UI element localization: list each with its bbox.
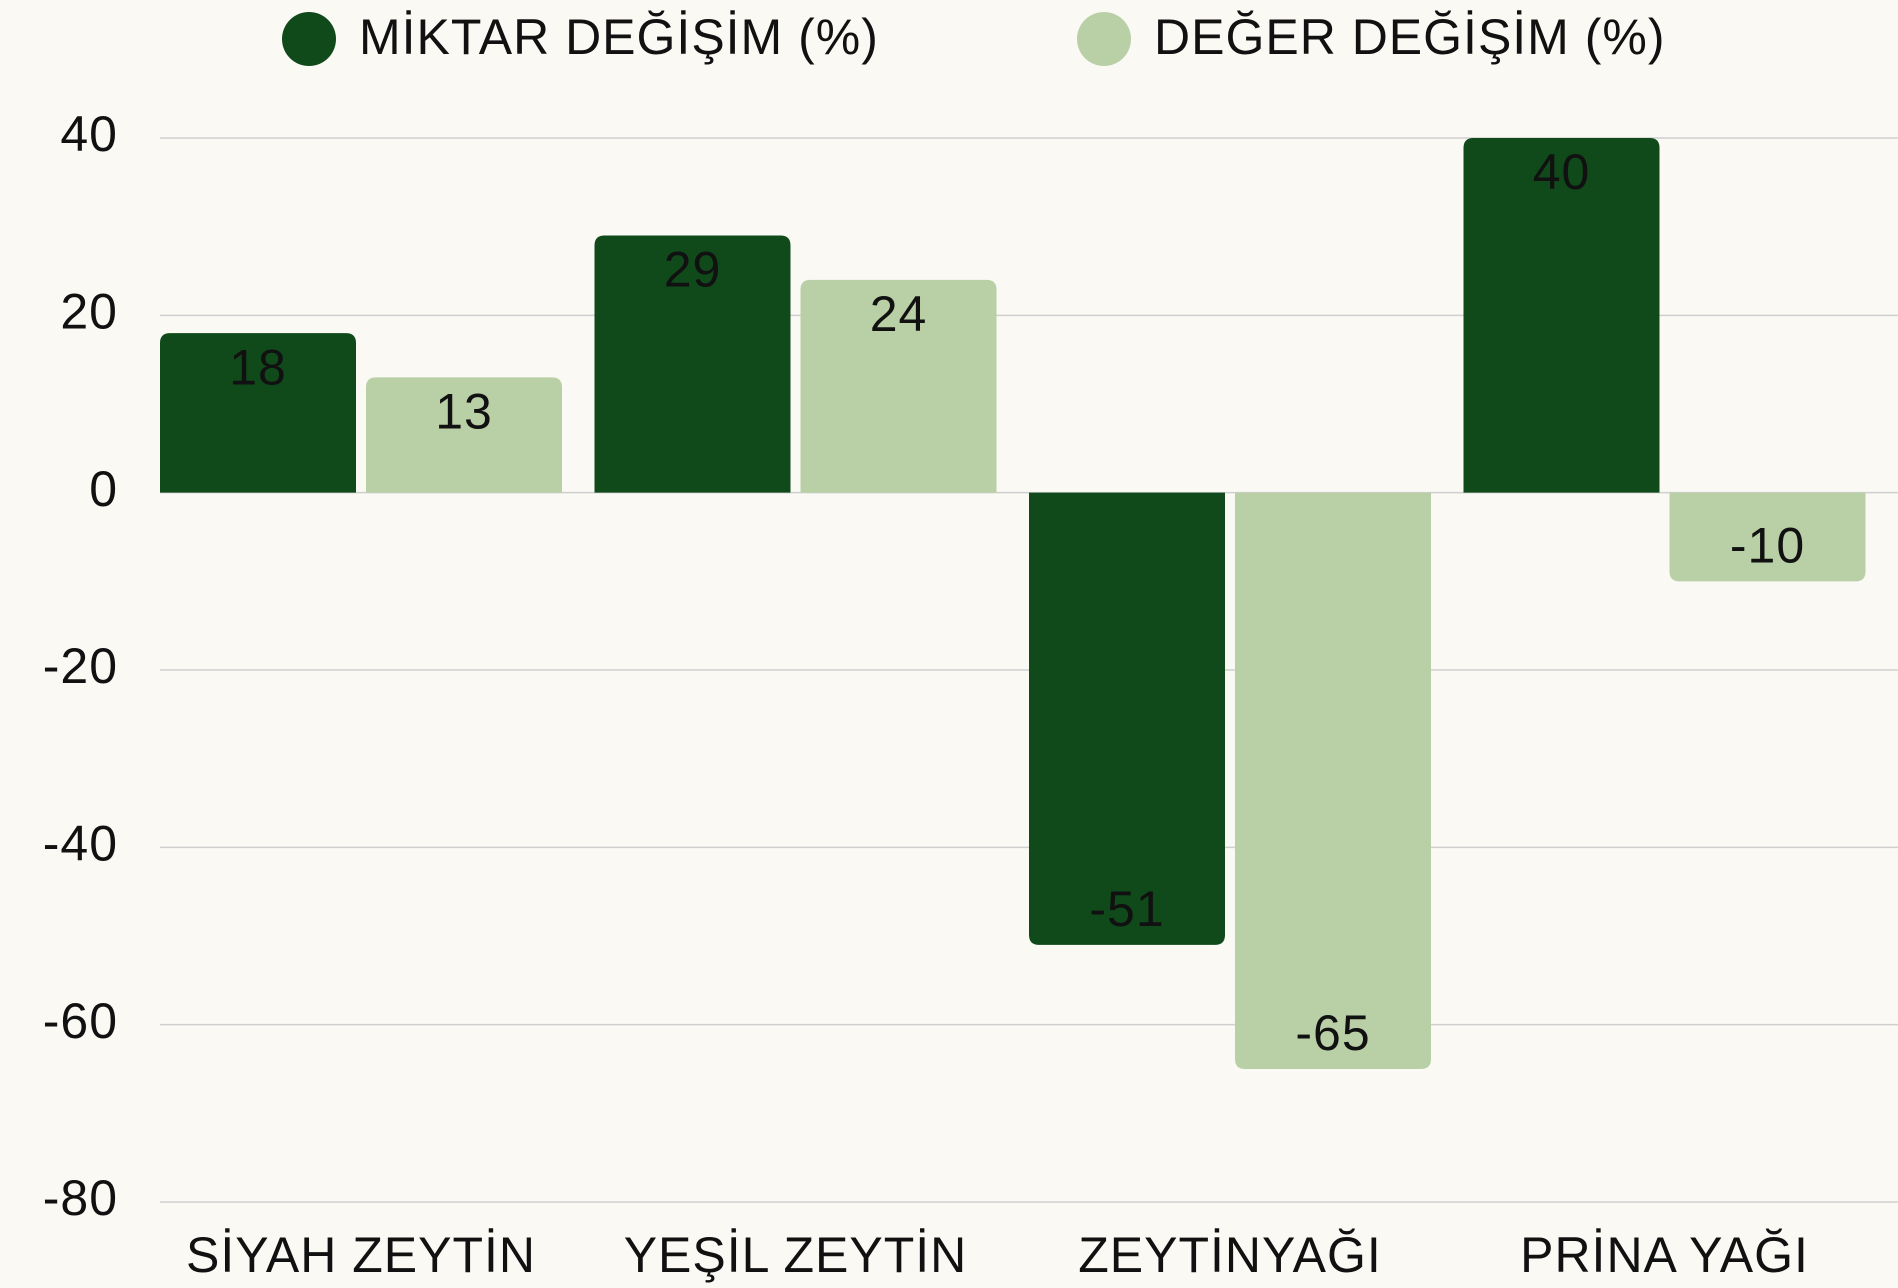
value-label: 13: [435, 384, 493, 440]
legend-label: DEĞER DEĞİŞİM (%): [1154, 9, 1665, 65]
x-tick-label: PRİNA YAĞI: [1520, 1227, 1809, 1283]
legend-marker: [1077, 12, 1131, 66]
bar: [800, 279, 997, 493]
bar: [1029, 492, 1225, 945]
value-label: 24: [870, 286, 928, 342]
y-tick-label: 20: [60, 284, 118, 340]
bar: [366, 377, 562, 493]
bar: [594, 235, 791, 493]
bar: [160, 333, 356, 493]
value-label: -10: [1730, 518, 1805, 574]
y-tick-label: 0: [89, 461, 118, 517]
value-label: -65: [1295, 1005, 1370, 1061]
bar: [1463, 138, 1660, 493]
y-tick-label: -20: [43, 638, 118, 694]
value-label: 40: [1533, 144, 1591, 200]
y-tick-label: -60: [43, 993, 118, 1049]
x-tick-label: YEŞİL ZEYTİN: [624, 1227, 968, 1283]
y-tick-label: 40: [60, 106, 118, 162]
value-label: 18: [229, 339, 287, 395]
value-label: -51: [1089, 881, 1164, 937]
bar: [1669, 492, 1866, 582]
y-tick-label: -80: [43, 1170, 118, 1226]
value-label: 29: [664, 242, 722, 298]
x-tick-label: ZEYTİNYAĞI: [1078, 1227, 1382, 1283]
y-tick-label: -40: [43, 816, 118, 872]
x-tick-label: SİYAH ZEYTİN: [186, 1227, 536, 1283]
bar: [1235, 492, 1431, 1070]
legend-marker: [282, 12, 336, 66]
legend-label: MİKTAR DEĞİŞİM (%): [359, 9, 879, 65]
